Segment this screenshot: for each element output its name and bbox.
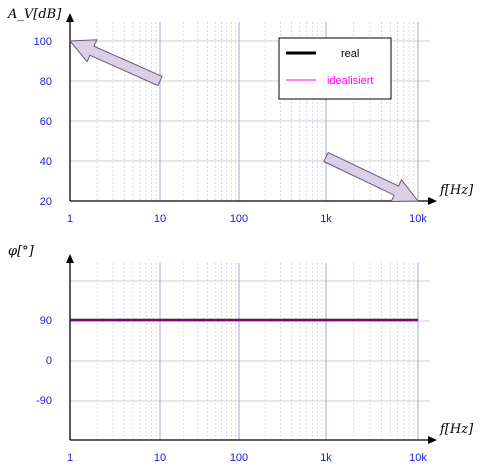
phase-y-axis-arrowhead [66,254,74,263]
phase-y-axis-title: φ[°] [8,244,35,259]
magnitude-x-tick-label: 100 [230,213,248,225]
phase-x-axis-arrowhead [428,436,437,444]
magnitude-y-tick-label: 20 [40,196,52,208]
phase-x-tick-label: 10k [409,452,427,464]
legend: real idealisiert [278,37,392,100]
magnitude-y-tick-label: 100 [34,36,52,48]
annotation-arrow-2 [323,151,420,203]
magnitude-y-tick-label: 40 [40,156,52,168]
legend-label-real: real [341,48,359,60]
phase-y-tick-label: 0 [46,355,52,367]
magnitude-x-tick-label: 1k [320,213,332,225]
phase-x-tick-label: 1 [67,452,73,464]
phase-x-tick-label: 1k [320,452,332,464]
magnitude-y-tick-label: 60 [40,116,52,128]
phase-chart: 1 10 100 1k 10k 90 0 -90 φ[°] f[Hz] [8,244,474,464]
magnitude-x-tick-label: 1 [67,213,73,225]
phase-x-axis-title: f[Hz] [439,422,474,437]
magnitude-x-tick-label: 10 [154,213,166,225]
magnitude-y-axis-title: A_V[dB] [7,7,62,22]
annotation-arrow-1 [68,39,163,87]
magnitude-x-axis-title: f[Hz] [439,183,474,198]
legend-box [278,37,392,100]
phase-y-tick-label: 90 [40,315,52,327]
phase-x-tick-label: 10 [154,452,166,464]
magnitude-x-axis-arrowhead [428,197,437,205]
magnitude-y-axis-arrowhead [66,13,74,22]
phase-x-tick-label: 100 [230,452,248,464]
legend-label-idealisiert: idealisiert [327,75,373,87]
magnitude-chart: 1 10 100 1k 10k 20 40 60 80 100 A_V[dB] f[Hz] [7,7,474,225]
magnitude-x-tick-label: 10k [409,213,427,225]
phase-y-tick-label: -90 [36,395,52,407]
magnitude-y-tick-label: 80 [40,76,52,88]
